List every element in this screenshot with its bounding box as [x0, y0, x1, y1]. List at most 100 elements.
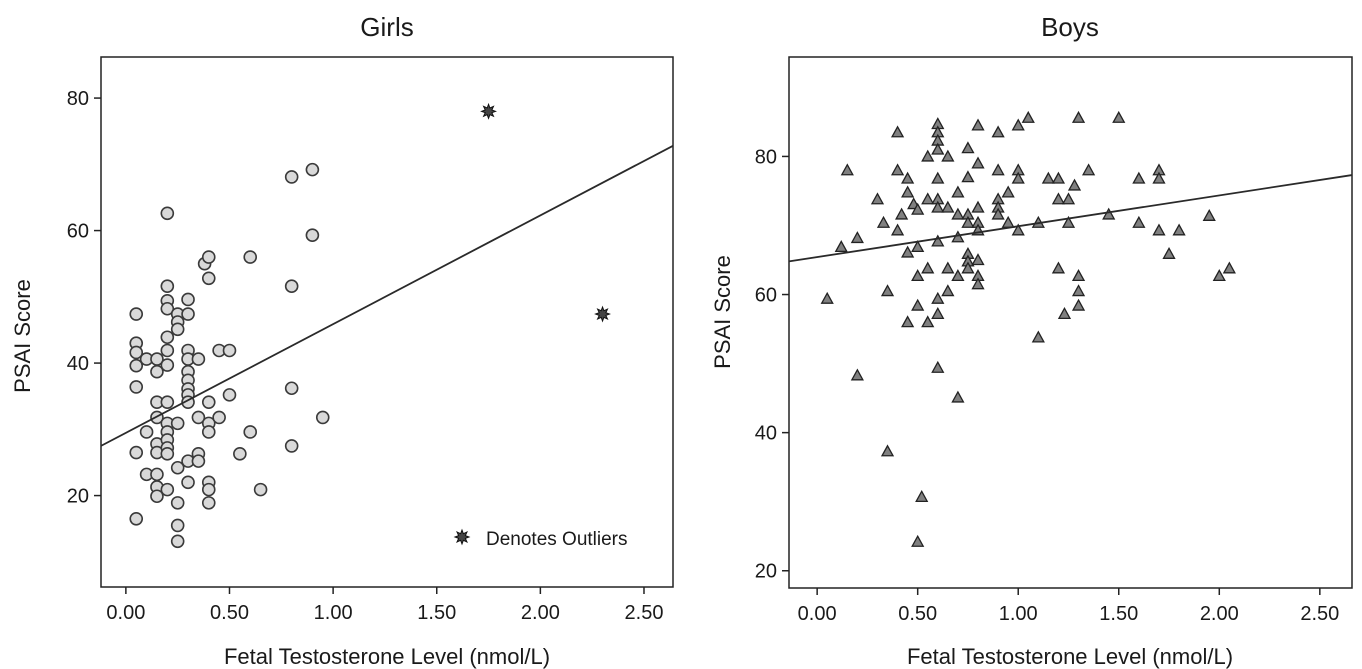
girls-data-point	[233, 447, 247, 461]
boys-panel: Boys 0.00 0.50 1.00 1.50 2.00 2.50 20 40 60 80 Fe…	[710, 12, 1353, 669]
boys-data-point	[890, 125, 905, 138]
girls-data-point	[201, 271, 216, 286]
boys-x-tick-label: 2.00	[1200, 603, 1239, 625]
girls-data-point	[243, 250, 258, 264]
boys-data-point	[1041, 171, 1055, 184]
girls-data-point	[201, 395, 216, 409]
boys-data-point	[961, 215, 975, 228]
girls-data-point	[191, 454, 206, 468]
girls-data-point	[212, 410, 226, 425]
boys-data-point	[834, 240, 848, 253]
boys-data-point	[911, 298, 925, 311]
girls-x-tick-label: 1.50	[417, 602, 456, 624]
girls-data-point	[129, 511, 144, 526]
girls-data-point	[315, 410, 330, 425]
boys-y-tick-label: 20	[755, 561, 777, 583]
girls-data-point	[201, 250, 216, 264]
boys-data-point	[876, 215, 891, 228]
boys-data-point	[971, 200, 985, 213]
boys-data-point	[971, 156, 985, 169]
boys-data-point	[911, 240, 925, 253]
boys-data-point	[915, 490, 929, 503]
boys-data-point	[941, 149, 955, 162]
girls-data-point	[160, 279, 175, 294]
girls-x-tick-label: 2.00	[521, 602, 560, 624]
boys-data-point	[1082, 163, 1096, 176]
boys-data-point	[961, 170, 975, 183]
boys-data-point	[1071, 110, 1086, 123]
girls-outlier-point	[480, 102, 497, 120]
boys-data-point	[1001, 215, 1015, 228]
girls-data-point	[191, 352, 206, 366]
boys-data-point	[1031, 330, 1045, 343]
girls-data-point	[150, 489, 164, 504]
boys-data-point	[820, 291, 834, 304]
boys-data-point	[1051, 171, 1066, 184]
boys-x-tick-label: 1.50	[1099, 603, 1138, 625]
girls-data-point	[191, 410, 206, 425]
boys-data-point	[1152, 223, 1166, 236]
boys-y-tick-label: 80	[755, 146, 777, 168]
boys-data-point	[931, 307, 945, 320]
boys-data-point	[840, 163, 854, 176]
girls-data-point	[170, 534, 185, 549]
girls-data-point	[243, 425, 258, 439]
boys-y-tick-label: 40	[755, 423, 777, 445]
boys-data-point	[961, 141, 975, 154]
girls-data-point	[170, 496, 185, 510]
boys-plot-area: 0.00 0.50 1.00 1.50 2.00 2.50 20 40 60 80	[755, 56, 1353, 625]
boys-data-point	[951, 390, 965, 403]
girls-y-tick-label: 40	[67, 353, 89, 375]
girls-fit-line	[100, 144, 674, 447]
girls-data-point	[129, 358, 144, 373]
girls-x-tick-label: 1.00	[314, 602, 353, 624]
boys-data-point	[850, 368, 864, 381]
boys-data-point	[931, 142, 945, 155]
boys-data-point	[921, 261, 935, 274]
boys-data-point	[1212, 269, 1226, 282]
boys-data-point	[901, 185, 915, 198]
girls-data-point	[150, 467, 164, 482]
girls-x-tick-label: 2.50	[625, 602, 664, 624]
boys-data-point	[1202, 208, 1216, 221]
boys-x-axis-label: Fetal Testosterone Level (nmol/L)	[907, 644, 1233, 669]
girls-data-point	[170, 322, 185, 337]
girls-data-point	[160, 206, 175, 221]
boys-x-tick-label: 0.50	[898, 603, 937, 625]
girls-x-tick-label: 0.50	[210, 602, 249, 624]
girls-data-point	[160, 330, 175, 345]
boys-data-point	[850, 231, 864, 244]
girls-data-point	[284, 279, 299, 294]
girls-data-point	[305, 228, 320, 243]
boys-data-point	[1061, 215, 1076, 228]
girls-data-point	[181, 475, 195, 490]
girls-data-point	[284, 170, 299, 184]
girls-plot-area: 0.00 0.50 1.00 1.50 2.00 2.50 20 40 60 80	[67, 56, 674, 624]
boys-x-tick-label: 2.50	[1300, 603, 1339, 625]
boys-data-point	[921, 149, 935, 162]
girls-data-point	[150, 364, 164, 379]
boys-data-point	[951, 269, 965, 282]
boys-plot-frame	[788, 56, 1353, 589]
girls-legend: Denotes Outliers	[453, 528, 628, 550]
boys-data-point	[971, 277, 985, 290]
boys-y-axis-label: PSAI Score	[710, 255, 735, 369]
girls-data-point	[160, 301, 175, 316]
boys-fit-line	[788, 174, 1353, 263]
boys-data-point	[941, 284, 955, 297]
boys-data-point	[1172, 223, 1186, 236]
boys-data-point	[971, 118, 985, 131]
boys-data-point	[931, 200, 945, 213]
legend-outlier-star-icon	[453, 528, 471, 546]
girls-data-point	[160, 343, 175, 358]
girls-data-point	[129, 307, 144, 321]
boys-data-point	[1051, 261, 1066, 274]
girls-data-point	[160, 447, 175, 461]
boys-data-point	[911, 534, 925, 547]
boys-x-tick-label: 1.00	[999, 603, 1038, 625]
boys-data-point	[1132, 215, 1146, 228]
boys-data-point	[941, 200, 955, 213]
boys-data-point	[921, 315, 935, 328]
girls-data-point	[222, 343, 237, 358]
boys-data-point	[1051, 192, 1066, 205]
